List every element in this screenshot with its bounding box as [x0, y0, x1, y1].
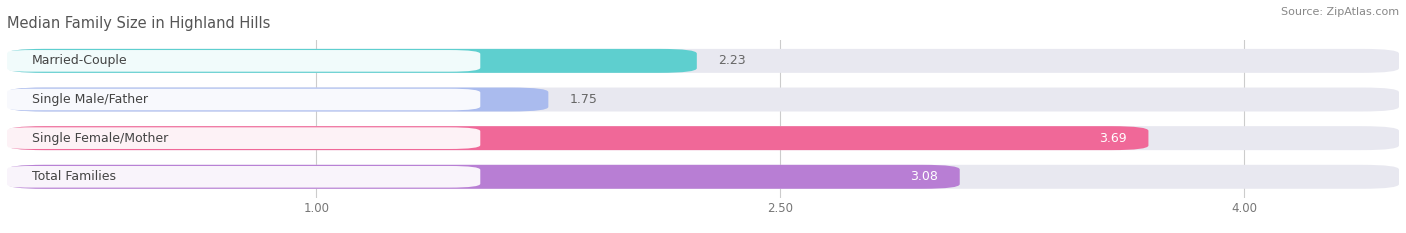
FancyBboxPatch shape — [7, 165, 960, 189]
FancyBboxPatch shape — [7, 49, 697, 73]
FancyBboxPatch shape — [1, 89, 481, 110]
Text: 1.75: 1.75 — [569, 93, 598, 106]
FancyBboxPatch shape — [7, 88, 1399, 111]
FancyBboxPatch shape — [7, 126, 1149, 150]
FancyBboxPatch shape — [1, 166, 481, 188]
Text: Source: ZipAtlas.com: Source: ZipAtlas.com — [1281, 7, 1399, 17]
FancyBboxPatch shape — [1, 127, 481, 149]
Text: 3.69: 3.69 — [1099, 132, 1126, 145]
FancyBboxPatch shape — [7, 49, 1399, 73]
Text: Single Male/Father: Single Male/Father — [32, 93, 148, 106]
Text: Total Families: Total Families — [32, 170, 115, 183]
Text: Married-Couple: Married-Couple — [32, 54, 128, 67]
Text: 3.08: 3.08 — [910, 170, 938, 183]
Text: 2.23: 2.23 — [718, 54, 747, 67]
FancyBboxPatch shape — [7, 165, 1399, 189]
FancyBboxPatch shape — [7, 88, 548, 111]
Text: Median Family Size in Highland Hills: Median Family Size in Highland Hills — [7, 17, 270, 31]
FancyBboxPatch shape — [7, 126, 1399, 150]
FancyBboxPatch shape — [1, 50, 481, 72]
Text: Single Female/Mother: Single Female/Mother — [32, 132, 169, 145]
